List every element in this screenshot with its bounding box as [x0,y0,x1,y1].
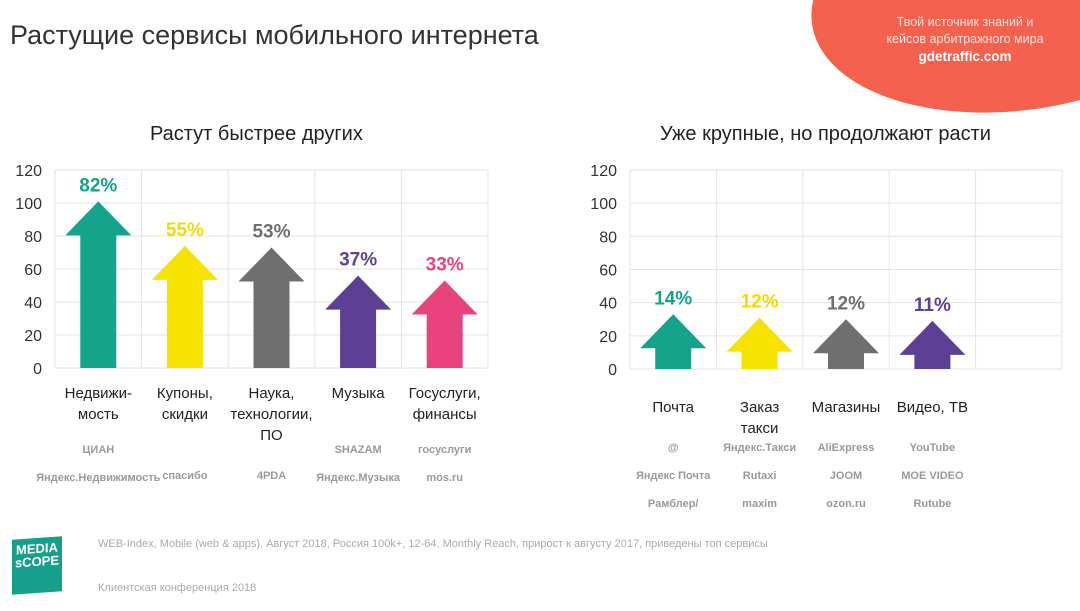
data-label: 14% [654,288,692,309]
category-label-line: Видео, ТВ [896,399,969,416]
category-label: Заказ такси [715,397,805,439]
category-label-line: Недвижи- [64,385,132,402]
category-label-line: Госуслуги, [408,385,481,402]
y-tick-label: 80 [24,229,42,246]
service-logo: mos.ru [426,472,464,484]
data-label: 11% [914,295,951,316]
page-title: Растущие сервисы мобильного интернета [10,20,539,50]
category-label-line: Заказ [739,399,780,416]
arrow-bar [899,320,966,369]
service-logo: 4PDA [256,470,287,482]
category-label: Музыка [313,383,403,404]
y-tick-label: 60 [24,262,42,279]
promo-line-2: кейсов арбитражного мира [886,32,1044,46]
service-logo: JOOM [829,470,863,482]
category-label: Магазины [801,397,891,418]
category-label-line: ПО [260,427,283,444]
arrow-bar [813,319,879,369]
arrow-bar [151,245,218,368]
category-label-line: Купоны, [156,385,213,402]
service-logo: Яндекс.Недвижимость [36,472,161,484]
category-label: Госуслуги, финансы [400,383,490,425]
category-label-line: Почта [652,399,695,416]
promo-banner[interactable]: Твой источник знаний и кейсов арбитражно… [860,14,1070,66]
service-logo: госуслуги [417,444,472,456]
y-tick-label: 20 [599,329,617,346]
data-label: 33% [426,255,464,276]
service-logo: Rutube [913,498,952,510]
category-label-line: такси [740,420,779,437]
mediascope-logo: MEDIA sCOPE [12,536,62,595]
service-logo: Рамблер/ [647,498,699,510]
service-logo: ЦИАН [82,444,115,456]
arrow-bar [640,314,707,369]
data-label: 12% [827,293,865,314]
y-tick-label: 20 [24,328,42,345]
service-logo: maxim [742,498,778,510]
data-label: 12% [741,292,779,313]
data-label: 82% [79,175,117,196]
y-tick-label: 60 [599,263,617,280]
arrow-bar [238,247,305,368]
category-label-line: мость [77,406,119,423]
service-logo: AliExpress [817,442,875,454]
conference-note: Клиентская конференция 2018 [98,582,257,594]
service-logo: Яндекс.Музыка [316,472,400,484]
category-label-line: технологии, [230,406,313,423]
service-logo: Rutaxi [742,470,777,482]
category-label: Недвижи-мость [53,383,143,425]
y-tick-label: 0 [608,362,617,379]
y-tick-label: 40 [24,295,42,312]
data-label: 55% [166,220,204,241]
category-label: Видео, ТВ [887,397,977,418]
y-tick-label: 80 [599,229,617,246]
y-tick-label: 120 [15,163,42,180]
service-logo: SHAZAM [334,444,382,456]
category-label-line: скидки [161,406,208,423]
y-tick-label: 0 [33,361,42,378]
arrow-bar [325,275,392,368]
arrow-bar [726,317,793,369]
data-label: 37% [339,250,377,271]
data-label: 53% [252,222,290,243]
category-label-line: Наука, [248,385,295,402]
service-logo: Яндекс.Такси [723,442,797,454]
category-label-line: финансы [412,406,477,423]
service-logo: YouTube [909,442,956,454]
service-logo: ozon.ru [826,498,866,510]
service-logo: @ [667,442,679,454]
category-label-line: Магазины [811,399,881,416]
category-label: Наука, технологии, ПО [227,383,317,446]
promo-site: gdetraffic.com [918,49,1012,64]
service-logo: Яндекс Почта [635,470,711,482]
source-note: WEB-Index, Mobile (web & apps), Август 2… [98,538,768,550]
category-label-line: Музыка [331,385,385,402]
chart-title-right: Уже крупные, но продолжают расти [660,123,991,145]
service-logo: спасибо [162,470,208,482]
y-tick-label: 100 [590,196,617,213]
category-label: Купоны, скидки [140,383,230,425]
category-label: Почта [628,397,718,418]
service-logo: MOE VIDEO [901,470,964,482]
promo-line-1: Твой источник знаний и [896,15,1034,29]
y-tick-label: 40 [599,296,617,313]
chart-title-left: Растут быстрее других [150,123,363,145]
arrow-bar [65,201,132,368]
y-tick-label: 100 [15,196,42,213]
y-tick-label: 120 [590,163,617,180]
arrow-bar [411,280,478,368]
